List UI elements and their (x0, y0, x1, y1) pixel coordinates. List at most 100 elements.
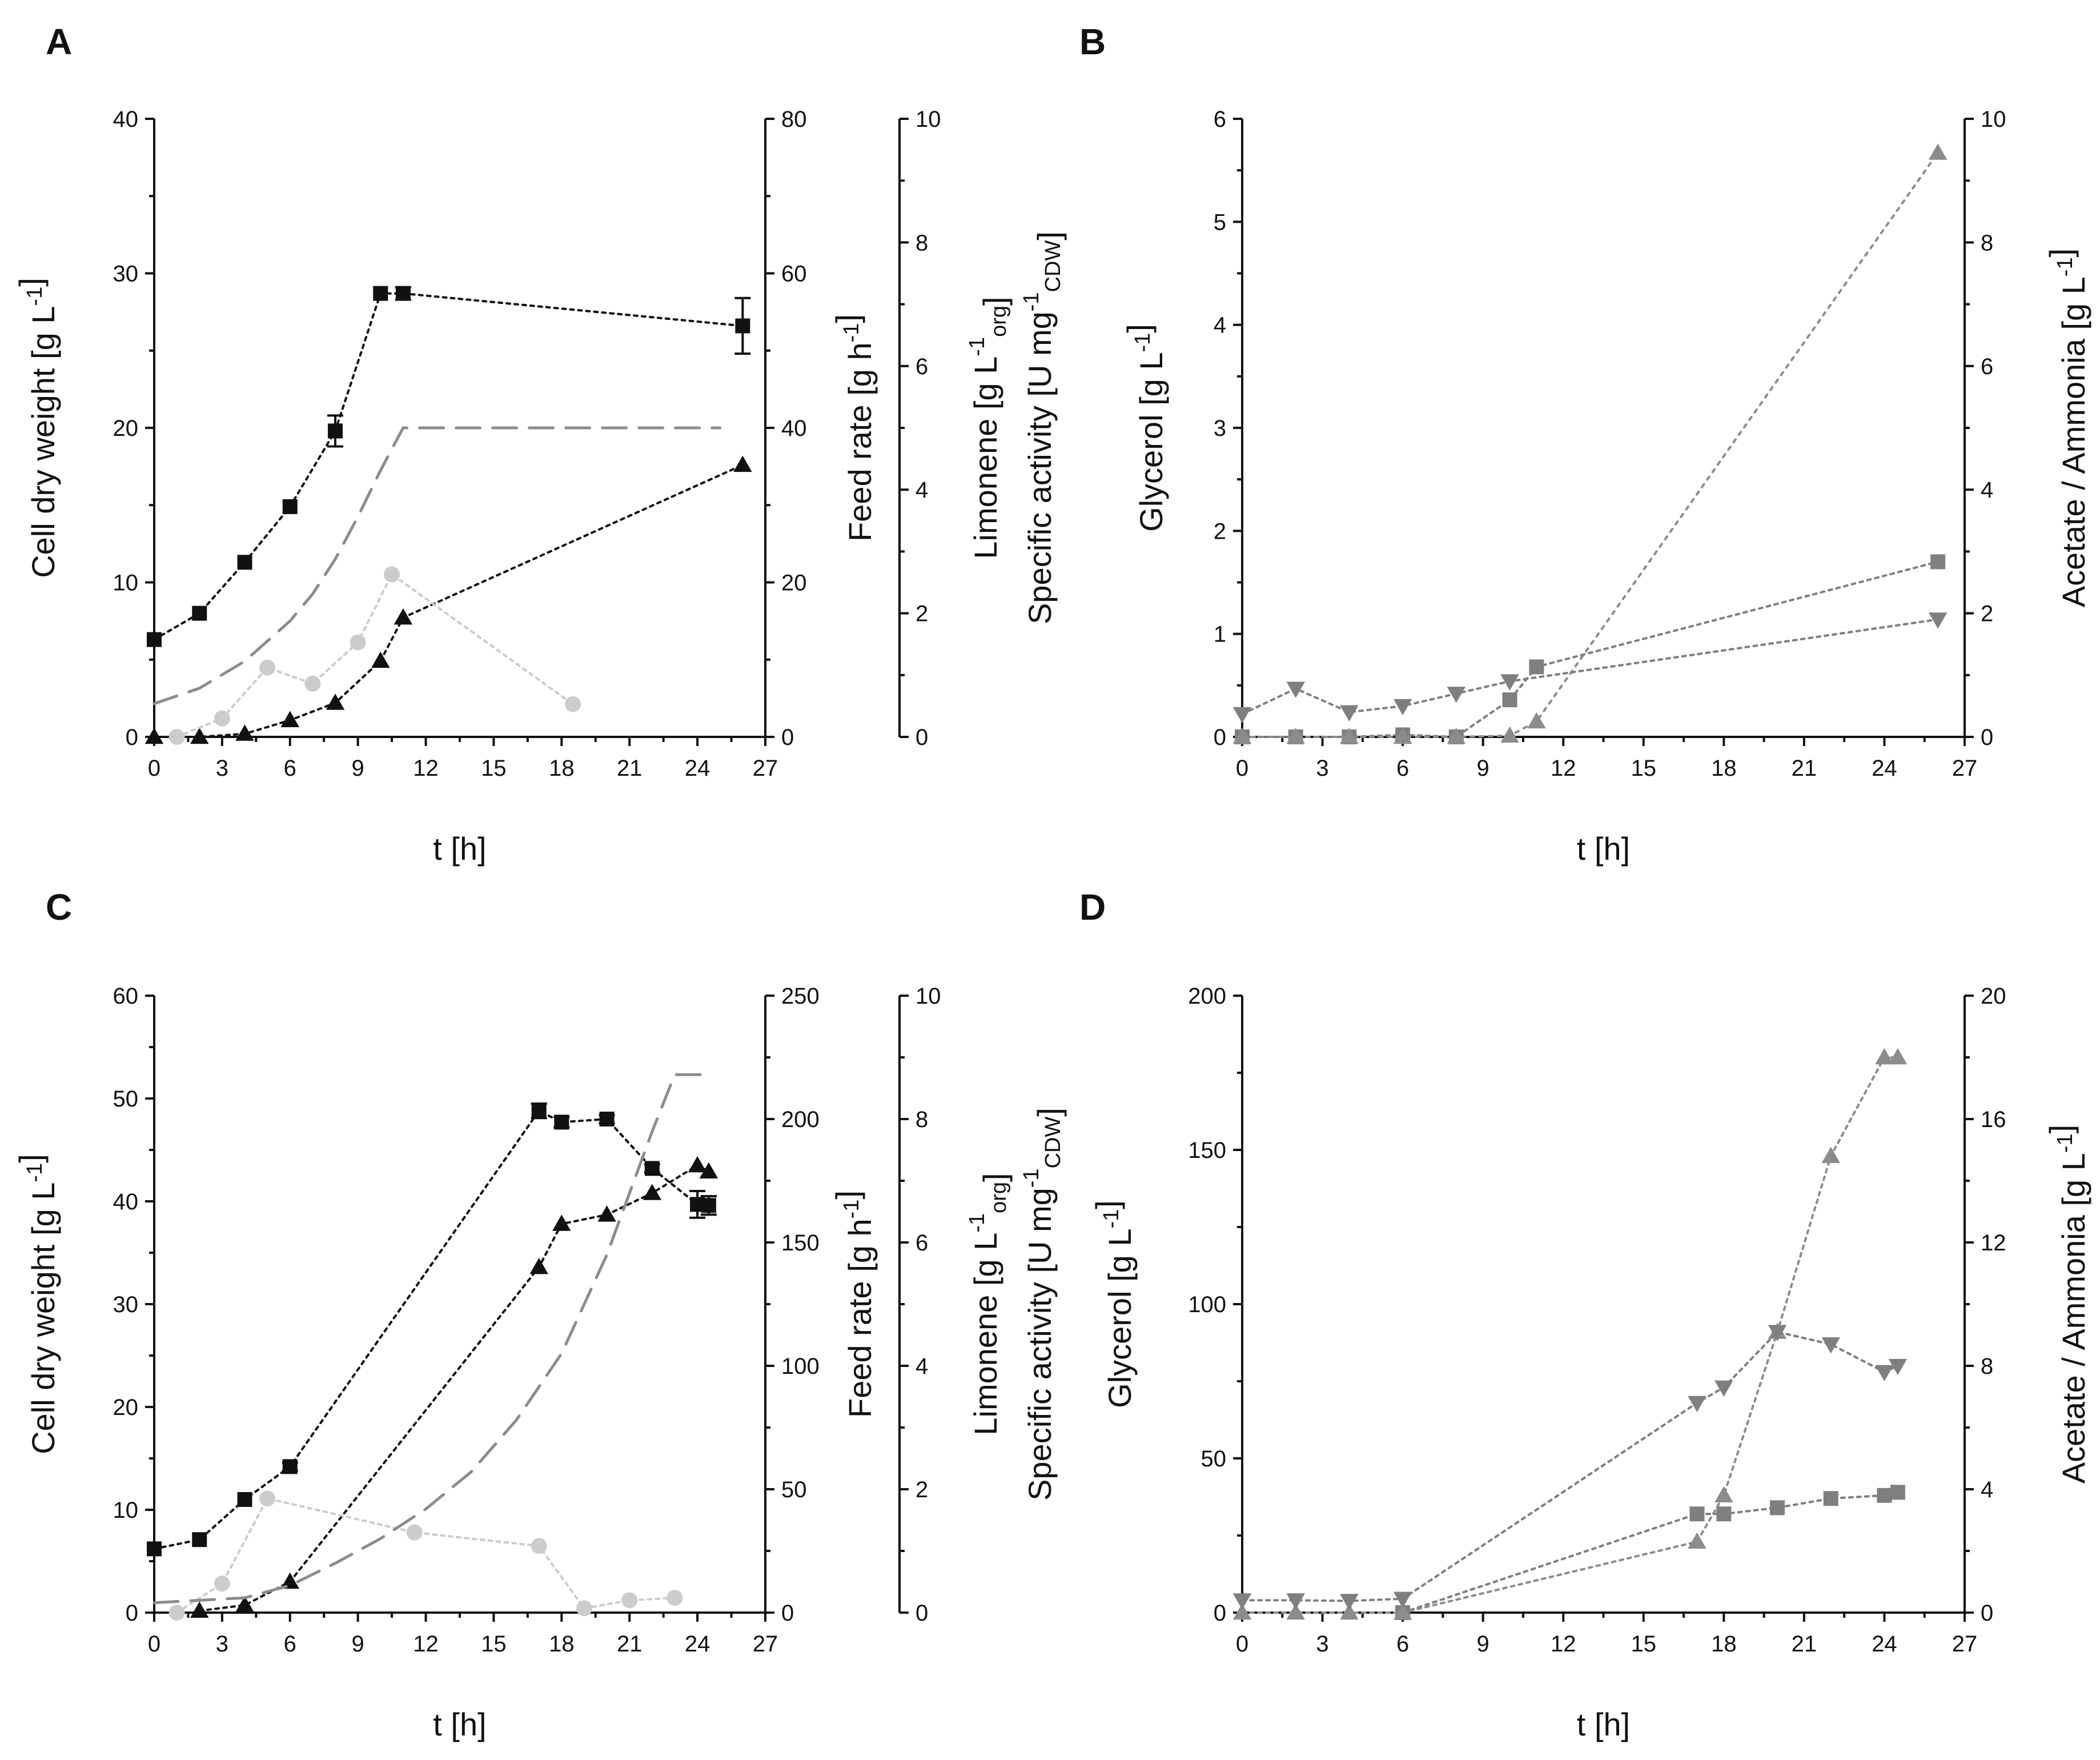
data-point-specific-activity (168, 729, 185, 745)
data-point-acetate (1447, 727, 1466, 744)
data-point-ammonia (1340, 1594, 1359, 1610)
data-point-specific-activity (531, 1538, 547, 1554)
data-point-limonene (688, 1156, 707, 1173)
y-tick-label: 60 (113, 984, 139, 1009)
panel-letter: A (46, 21, 72, 62)
data-point-cell-dry-weight (237, 1492, 252, 1507)
data-point-cell-dry-weight (735, 318, 750, 334)
y-tick-label: 5 (1214, 210, 1226, 235)
x-tick-label: 21 (617, 756, 643, 781)
y-tick-label: 3 (1214, 416, 1226, 441)
y-tick-label: 10 (916, 107, 941, 132)
data-point-limonene (280, 1572, 300, 1589)
y-tick-label: 6 (1981, 354, 1993, 379)
y-tick-label: 20 (781, 571, 807, 596)
data-point-acetate (1500, 726, 1519, 743)
x-tick-label: 24 (685, 756, 710, 781)
data-point-specific-activity (168, 1605, 185, 1621)
data-point-acetate (1340, 1603, 1359, 1620)
data-point-glycerol (1502, 692, 1517, 708)
y-axis-title: Cell dry weight [g L-1] (13, 278, 61, 578)
data-point-specific-activity (406, 1524, 423, 1541)
data-point-limonene (733, 455, 752, 472)
data-point-cell-dry-weight (282, 499, 298, 514)
x-tick-label: 3 (1316, 1631, 1328, 1657)
x-tick-label: 6 (284, 756, 296, 781)
data-point-limonene (326, 693, 345, 710)
x-tick-label: 18 (549, 756, 575, 781)
data-point-limonene (394, 608, 413, 625)
data-point-glycerol (1930, 554, 1946, 570)
data-point-cell-dry-weight (373, 286, 388, 301)
y-tick-label: 50 (781, 1477, 807, 1502)
data-point-cell-dry-weight (599, 1112, 615, 1126)
x-tick-label: 21 (1792, 756, 1817, 781)
data-point-limonene (597, 1205, 616, 1222)
data-point-acetate (1393, 727, 1412, 744)
series-line-specific-activity (175, 572, 575, 738)
data-point-limonene (280, 711, 300, 727)
y-tick-label: 50 (113, 1087, 139, 1112)
y-axis-title: Limonene [g L-1org] (965, 1173, 1013, 1435)
series-line-ammonia (1241, 1330, 1899, 1602)
data-point-ammonia (1875, 1365, 1894, 1382)
data-point-ammonia (1286, 681, 1305, 698)
series-line-specific-activity (175, 1497, 676, 1614)
data-point-specific-activity (259, 1490, 276, 1507)
data-point-ammonia (1500, 674, 1519, 691)
y-tick-label: 10 (113, 1498, 139, 1523)
data-point-acetate (1527, 712, 1546, 729)
y-tick-label: 20 (113, 1395, 139, 1420)
data-point-limonene (190, 1601, 209, 1618)
y-tick-label: 20 (113, 416, 139, 441)
y-tick-label: 6 (1214, 107, 1226, 132)
data-point-limonene (643, 1184, 662, 1200)
data-point-acetate (1714, 1486, 1733, 1502)
y-tick-label: 1 (1214, 622, 1226, 647)
panel-letter: D (1079, 887, 1106, 928)
data-point-cell-dry-weight (554, 1114, 569, 1130)
data-point-ammonia (1888, 1358, 1908, 1376)
x-tick-label: 24 (685, 1631, 710, 1657)
x-axis-title: t [h] (1577, 831, 1630, 867)
data-point-glycerol (1823, 1491, 1838, 1506)
y-axis-title: Feed rate [g h-1] (829, 1190, 878, 1418)
data-point-specific-activity (214, 1575, 230, 1592)
y-tick-label: 200 (1188, 984, 1226, 1009)
y-tick-label: 4 (1214, 313, 1226, 338)
y-axis-title: Acetate / Ammonia [g L-1] (2043, 248, 2091, 607)
x-tick-label: 18 (549, 1631, 575, 1657)
data-point-acetate (1286, 1603, 1305, 1620)
y-tick-label: 0 (1981, 1601, 1993, 1626)
y-tick-label: 0 (126, 725, 138, 750)
y-tick-label: 2 (1981, 602, 1993, 627)
x-tick-label: 9 (1477, 1631, 1489, 1657)
y-tick-label: 4 (916, 478, 928, 503)
data-point-specific-activity (666, 1590, 683, 1606)
x-tick-label: 27 (1952, 1631, 1978, 1657)
panel-d: D0 3 6 9 12 15 18 21 24 27t [h]050100150200Glycer… (1079, 887, 2091, 1742)
y-tick-label: 30 (113, 262, 139, 287)
panel-letter: C (46, 887, 72, 928)
y-tick-label: 2 (916, 602, 928, 627)
x-tick-label: 15 (1631, 756, 1657, 781)
data-point-ammonia (1688, 1396, 1706, 1413)
y-tick-label: 40 (113, 107, 139, 132)
data-point-limonene (144, 727, 164, 744)
y-tick-label: 4 (916, 1354, 928, 1379)
y-axis-title-secondary: Specific activity [U mg-1CDW] (1019, 1108, 1067, 1501)
data-point-ammonia (1393, 699, 1412, 716)
x-tick-label: 18 (1711, 1631, 1737, 1657)
data-point-specific-activity (304, 675, 321, 692)
x-tick-label: 3 (216, 1631, 228, 1657)
data-point-cell-dry-weight (282, 1459, 298, 1474)
data-point-specific-activity (621, 1592, 638, 1609)
series-line-acetate (1241, 1056, 1899, 1614)
x-tick-label: 27 (1952, 756, 1978, 781)
x-tick-label: 0 (148, 1631, 160, 1657)
data-point-acetate (1286, 727, 1305, 744)
data-point-glycerol (1529, 659, 1544, 675)
series-line-limonene (153, 463, 744, 738)
y-tick-label: 0 (916, 1601, 928, 1626)
